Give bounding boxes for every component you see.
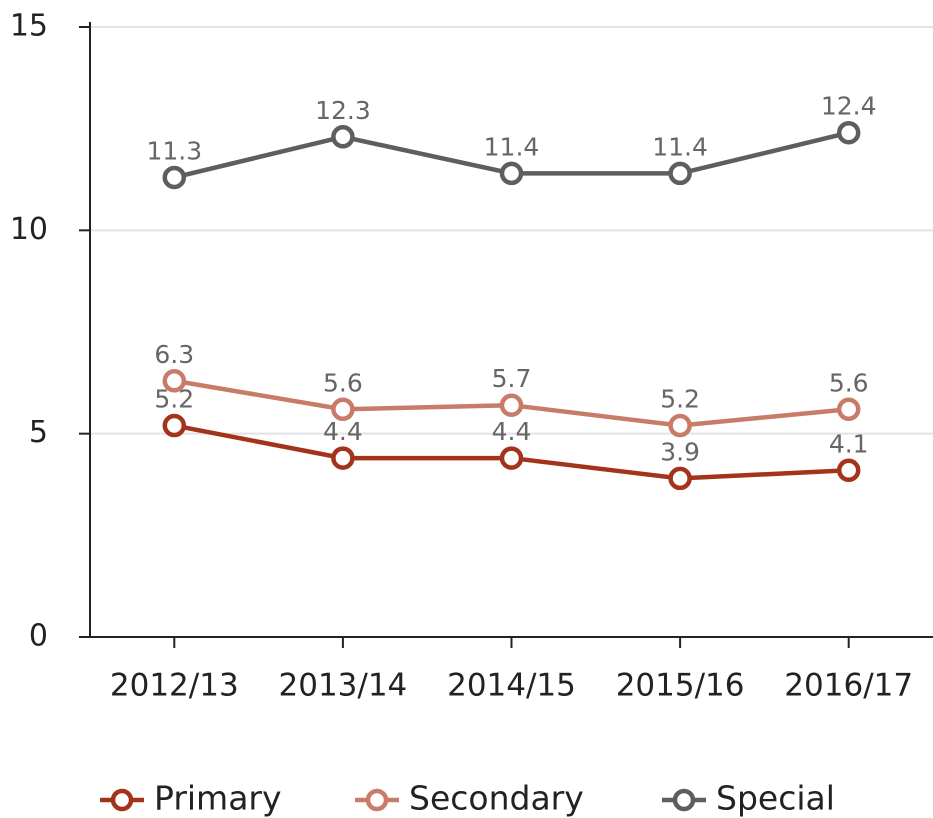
legend-label: Primary [154,779,282,818]
value-label: 5.2 [660,385,700,414]
y-tick-label: 10 [10,212,48,247]
value-label: 12.4 [821,92,877,121]
point [499,393,524,417]
x-tick-label: 2013/14 [279,668,408,704]
value-label: 4.1 [829,429,869,458]
point [162,413,187,438]
value-label: 11.4 [484,132,540,161]
point [499,446,524,470]
value-label: 11.3 [146,136,202,165]
value-label: 4.4 [492,417,532,446]
x-tick-label: 2015/16 [616,668,745,704]
value-label: 12.3 [315,96,371,125]
point [499,161,524,186]
value-label: 6.3 [154,340,194,369]
x-tick-label: 2016/17 [784,668,913,704]
legend-item: Primary [100,779,282,818]
point [836,458,861,483]
value-label: 5.6 [829,368,869,397]
y-tick-label: 0 [29,619,48,654]
y-tick-label: 15 [10,9,48,44]
x-tick-label: 2014/15 [447,668,576,704]
point [668,413,692,438]
x-tick-label: 2012/13 [110,668,239,704]
point [836,120,861,145]
legend-item: Secondary [355,779,584,818]
point [836,397,861,422]
legend-marker [672,788,696,812]
point [162,165,187,190]
point [668,466,692,491]
point [331,446,355,470]
value-label: 11.4 [652,132,708,161]
legend-marker [365,788,389,812]
legend-label: Special [716,779,835,818]
y-tick-label: 5 [29,415,48,450]
legend-item: Special [662,779,835,818]
value-label: 4.4 [323,417,363,446]
legend-label: Secondary [409,779,584,818]
point [331,125,355,149]
point [162,369,187,393]
legend-marker [110,788,134,812]
value-label: 5.6 [323,368,363,397]
point [331,397,355,422]
value-label: 5.7 [492,364,532,393]
point [668,161,692,186]
value-label: 3.9 [660,437,700,466]
